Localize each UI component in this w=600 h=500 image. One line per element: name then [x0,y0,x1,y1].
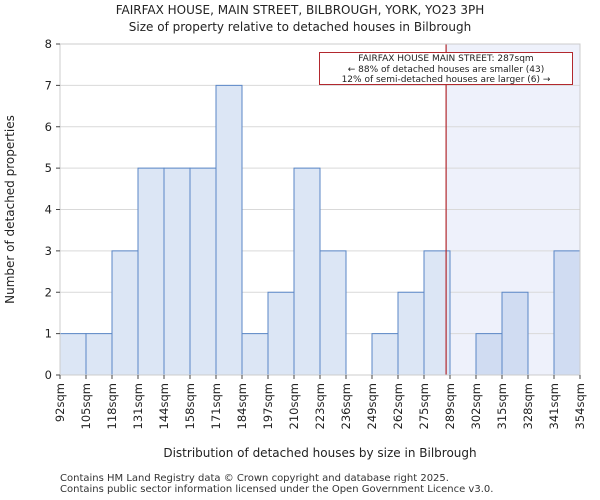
annotation-line-larger: 12% of semi-detached houses are larger (… [341,75,551,85]
y-tick-label: 7 [45,78,52,92]
footer-copyright: Contains HM Land Registry data © Crown c… [60,473,449,484]
x-tick-label: 354sqm [573,383,587,429]
y-tick-label: 5 [45,161,52,175]
x-tick-label: 289sqm [443,383,457,429]
x-tick-label: 184sqm [235,383,249,429]
y-tick-label: 2 [45,285,52,299]
annotation-line-property: FAIRFAX HOUSE MAIN STREET: 287sqm [358,54,534,64]
property-annotation-box: FAIRFAX HOUSE MAIN STREET: 287sqm ← 88% … [319,52,573,85]
footer-licence: Contains public sector information licen… [60,484,494,495]
x-tick-label: 262sqm [391,383,405,429]
histogram-bar [85,333,113,376]
x-tick-label: 315sqm [495,383,509,429]
chart-title-address: FAIRFAX HOUSE, MAIN STREET, BILBROUGH, Y… [115,3,485,17]
x-tick-label: 105sqm [79,383,93,429]
x-tick-label: 171sqm [209,383,223,429]
histogram-bar [241,333,269,376]
histogram-bar [319,250,347,376]
x-tick-label: 131sqm [131,383,145,429]
y-tick-label: 8 [45,37,52,51]
x-tick-label: 249sqm [365,383,379,429]
y-tick-label: 3 [45,244,52,258]
x-tick-label: 197sqm [261,383,275,429]
x-tick-label: 223sqm [313,383,327,429]
y-axis-label: Number of detached properties [3,115,17,304]
histogram-bar [475,333,503,376]
x-tick-label: 158sqm [183,383,197,429]
histogram-bar [293,167,321,376]
histogram-bar [163,167,191,376]
x-tick-label: 144sqm [157,383,171,429]
chart-subtitle: Size of property relative to detached ho… [128,20,472,34]
histogram-bar [267,291,295,376]
histogram-bar [371,333,399,376]
x-tick-label: 328sqm [521,383,535,429]
x-tick-label: 341sqm [547,383,561,429]
histogram-bar [397,291,425,376]
y-tick-label: 0 [45,368,52,382]
histogram-bar [553,250,581,376]
x-tick-label: 210sqm [287,383,301,429]
x-tick-label: 92sqm [53,383,67,422]
x-tick-label: 302sqm [469,383,483,429]
histogram-bar [137,167,165,376]
histogram-bar [501,291,529,376]
x-tick-label: 236sqm [339,383,353,429]
x-tick-label: 118sqm [105,383,119,429]
histogram-bar [111,250,139,376]
y-tick-label: 6 [45,120,52,134]
histogram-bar [189,167,217,376]
y-tick-label: 1 [45,327,52,341]
histogram-bar [215,84,243,376]
x-axis-label: Distribution of detached houses by size … [163,446,476,460]
histogram-bar [59,333,87,376]
annotation-line-smaller: ← 88% of detached houses are smaller (43… [347,64,545,75]
y-tick-label: 4 [45,203,52,217]
x-tick-label: 275sqm [417,383,431,429]
